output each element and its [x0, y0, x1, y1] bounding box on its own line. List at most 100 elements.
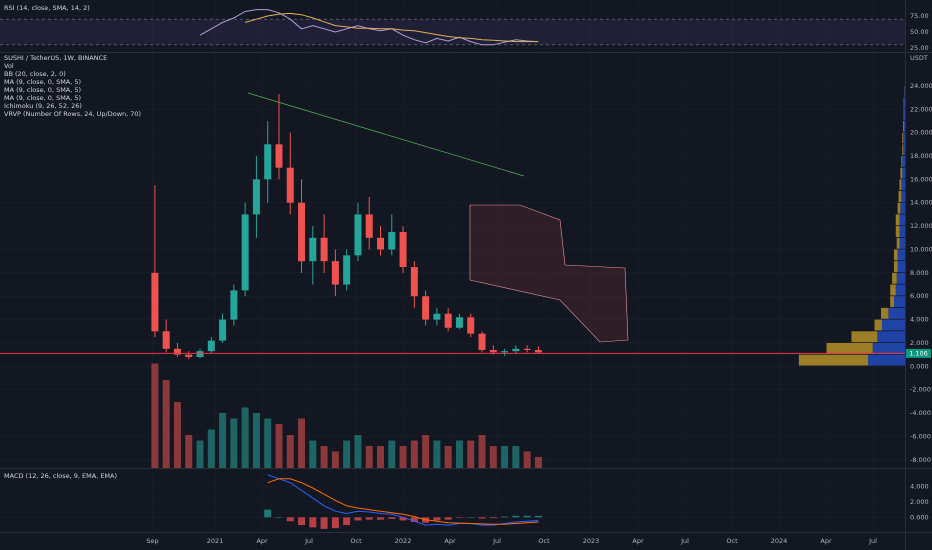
- volume-bar: [478, 435, 486, 468]
- candle-body: [354, 214, 362, 256]
- volume-bar: [173, 402, 181, 468]
- vrvp-down: [874, 319, 882, 331]
- volume-bar: [162, 380, 170, 468]
- y-tick-label: -4.000: [910, 409, 931, 417]
- rsi-band: [0, 19, 905, 45]
- vrvp-down: [898, 191, 902, 202]
- y-tick-label: 14.000: [910, 199, 932, 207]
- volume-bar: [455, 440, 463, 468]
- macd-histogram-bar: [343, 517, 351, 526]
- vrvp-up: [903, 144, 905, 156]
- candle-body: [298, 202, 306, 262]
- y-tick-label: 2.000: [910, 498, 929, 506]
- y-tick-label: 20.000: [910, 129, 932, 137]
- vrvp-up: [896, 272, 905, 284]
- vrvp-down: [900, 167, 903, 179]
- x-tick-label: Oct: [350, 537, 362, 545]
- volume-bar: [275, 424, 283, 468]
- macd-histogram-bar: [298, 517, 306, 526]
- vrvp-up: [895, 284, 905, 296]
- vrvp-down: [890, 296, 894, 308]
- macd-histogram-bar: [478, 517, 486, 519]
- candle-body: [241, 214, 249, 291]
- candle-body: [162, 331, 170, 349]
- candle-body: [433, 313, 441, 320]
- candle-body: [512, 348, 520, 352]
- vrvp-down: [899, 179, 902, 191]
- y-tick-label: 24.000: [910, 82, 932, 90]
- indicator-label: BB (20, close, 2, 0): [4, 70, 66, 78]
- pane-title: SUSHI / TetherUS, 1W, BINANCE: [4, 54, 107, 62]
- candle-body: [444, 313, 452, 328]
- candle-body: [523, 348, 531, 350]
- volume-bar: [230, 418, 238, 468]
- x-tick-label: Apr: [444, 537, 456, 545]
- vrvp-down: [826, 342, 873, 354]
- x-tick-label: Oct: [726, 537, 738, 545]
- x-tick-label: Oct: [538, 537, 550, 545]
- vrvp-up: [901, 191, 905, 202]
- volume-bar: [376, 446, 384, 468]
- volume-bar: [196, 440, 204, 468]
- x-tick-label: Jul: [304, 537, 313, 545]
- volume-bar: [219, 413, 227, 468]
- macd-histogram-bar: [354, 517, 362, 521]
- candle-body: [455, 317, 463, 328]
- vrvp-up: [897, 249, 905, 261]
- candle-body: [501, 351, 509, 353]
- vrvp-up: [881, 319, 905, 331]
- macd-histogram-bar: [489, 517, 497, 519]
- trend-line: [247, 92, 525, 177]
- vrvp-up: [893, 296, 905, 308]
- vrvp-down: [903, 120, 905, 132]
- candle-body: [264, 144, 272, 180]
- x-tick-label: Apr: [820, 537, 832, 545]
- vrvp-up: [868, 354, 905, 366]
- x-tick-label: Jul: [868, 537, 877, 545]
- indicator-label: Ichimoku (9, 26, 52, 26): [4, 102, 82, 110]
- candle-body: [343, 255, 351, 285]
- pane-title: RSI (14, close, SMA, 14, 2): [4, 4, 90, 12]
- vrvp-up: [901, 179, 905, 191]
- macd-histogram-bar: [455, 517, 463, 518]
- vrvp-down: [890, 284, 896, 296]
- y-tick-label: 75.00: [910, 12, 929, 20]
- x-tick-label: Apr: [632, 537, 644, 545]
- macd-histogram-bar: [365, 517, 373, 520]
- vrvp-up: [902, 167, 905, 179]
- candle-body: [467, 317, 475, 334]
- last-price-tag: [906, 348, 931, 358]
- macd-histogram-bar: [410, 517, 418, 522]
- vrvp-up: [899, 237, 905, 249]
- unit-label: USDT: [910, 54, 928, 62]
- candle-body: [422, 296, 430, 320]
- x-tick-label: Apr: [256, 537, 268, 545]
- candle-body: [151, 272, 159, 332]
- volume-bar: [298, 418, 306, 468]
- vrvp-down: [893, 261, 898, 273]
- candle-body: [489, 349, 497, 353]
- volume-bar: [241, 407, 249, 468]
- indicator-label: Vol: [4, 62, 14, 70]
- vrvp-down: [893, 249, 898, 261]
- macd-histogram-bar: [523, 515, 531, 518]
- x-tick-label: 2024: [771, 537, 788, 545]
- vrvp-up: [904, 120, 905, 132]
- y-tick-label: 0.000: [910, 362, 929, 370]
- x-tick-label: 2022: [395, 537, 412, 545]
- vrvp-down: [897, 202, 901, 214]
- volume-bar: [512, 446, 520, 468]
- volume-bar: [399, 446, 407, 468]
- macd-line: [267, 478, 539, 525]
- vrvp-up: [897, 261, 905, 273]
- volume-bar: [501, 446, 509, 468]
- macd-histogram-bar: [444, 517, 452, 520]
- x-tick-label: Jul: [492, 537, 501, 545]
- volume-bar: [444, 446, 452, 468]
- vrvp-down: [851, 331, 878, 343]
- vrvp-down: [798, 354, 869, 366]
- y-tick-label: 22.000: [910, 105, 932, 113]
- x-tick-label: Sep: [146, 537, 158, 545]
